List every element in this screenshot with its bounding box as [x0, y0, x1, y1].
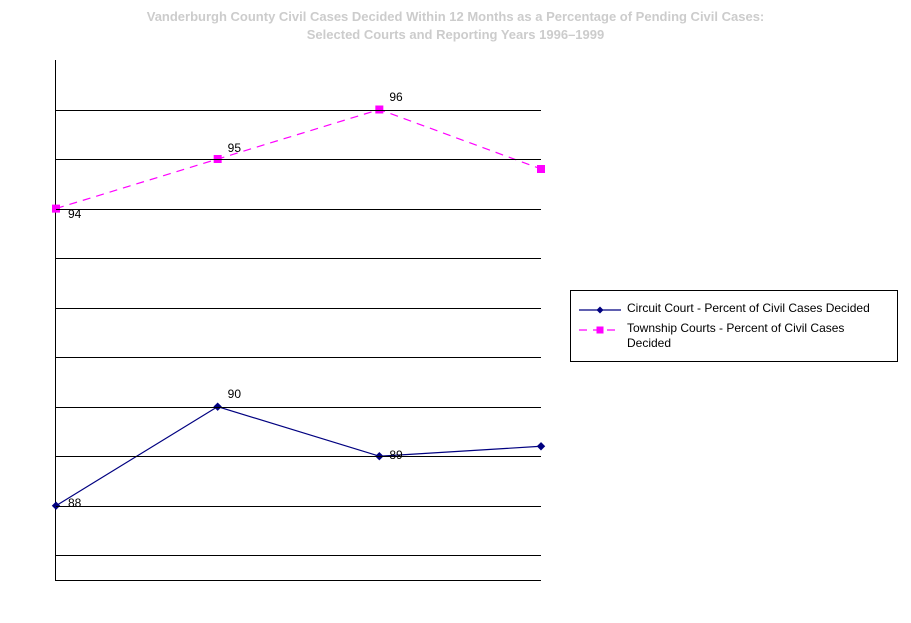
gridline: [56, 209, 541, 210]
gridline: [56, 357, 541, 358]
data-label: 94: [68, 207, 81, 221]
data-label: 88: [68, 496, 81, 510]
chart-title-line1: Vanderburgh County Civil Cases Decided W…: [147, 9, 765, 24]
data-label: 96: [389, 90, 402, 104]
plot-area: 88 90 89 94 95 96: [55, 60, 541, 581]
gridline: [56, 308, 541, 309]
data-label: 95: [228, 141, 241, 155]
legend-item: Circuit Court - Percent of Civil Cases D…: [579, 301, 889, 317]
legend-swatch: [579, 303, 621, 317]
series-layer: [56, 60, 541, 580]
legend-item: Township Courts - Percent of Civil Cases…: [579, 321, 889, 351]
gridline: [56, 506, 541, 507]
series-marker: [538, 443, 545, 450]
gridline: [56, 555, 541, 556]
data-label: 90: [228, 387, 241, 401]
data-label: 89: [389, 448, 402, 462]
gridline: [56, 110, 541, 111]
gridline: [56, 258, 541, 259]
gridline: [56, 407, 541, 408]
legend-label: Township Courts - Percent of Civil Cases…: [627, 321, 889, 351]
series-marker: [538, 165, 545, 172]
legend-swatch: [579, 323, 621, 337]
legend: Circuit Court - Percent of Civil Cases D…: [570, 290, 898, 362]
chart-container: Vanderburgh County Civil Cases Decided W…: [0, 0, 911, 623]
gridline: [56, 159, 541, 160]
chart-title-line2: Selected Courts and Reporting Years 1996…: [307, 27, 604, 42]
legend-label: Circuit Court - Percent of Civil Cases D…: [627, 301, 889, 316]
chart-title: Vanderburgh County Civil Cases Decided W…: [0, 8, 911, 44]
gridline: [56, 456, 541, 457]
